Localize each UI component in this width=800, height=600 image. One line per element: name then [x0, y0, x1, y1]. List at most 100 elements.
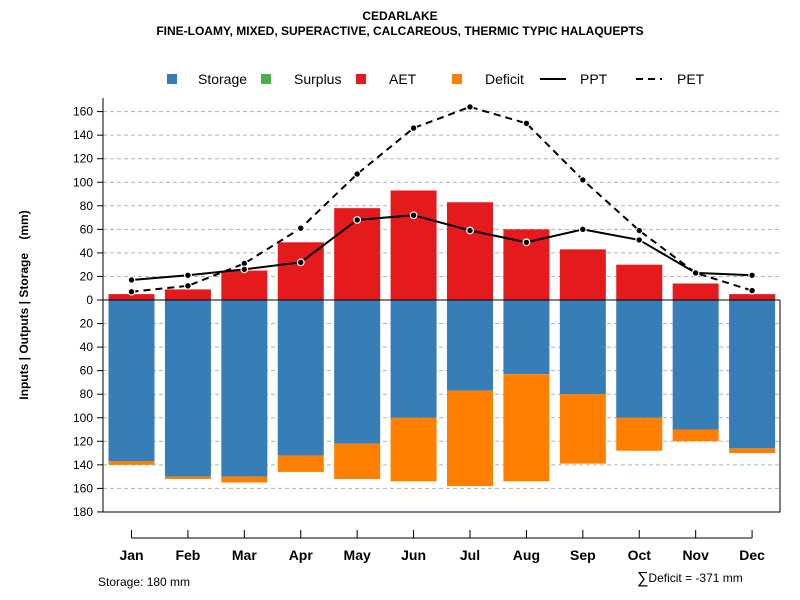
- storage-capacity-note: Storage: 180 mm: [98, 575, 191, 589]
- deficit-bar: [672, 429, 719, 442]
- aet-bar: [447, 202, 493, 300]
- aet-bar: [559, 249, 606, 300]
- x-tick-label: Oct: [628, 547, 652, 563]
- legend-swatch: [167, 74, 177, 84]
- x-tick-label: Mar: [232, 547, 257, 563]
- x-tick-label: Jul: [460, 547, 480, 563]
- storage-bar: [334, 300, 381, 444]
- pet-point: [748, 286, 756, 295]
- y-tick-label: 0: [86, 293, 93, 307]
- ppt-point: [127, 276, 136, 284]
- deficit-total-text: Deficit = -371 mm: [648, 571, 743, 585]
- y-tick-label: 180: [73, 505, 93, 519]
- pet-point: [578, 175, 587, 184]
- ppt-point: [748, 271, 756, 280]
- aet-bar: [221, 270, 268, 300]
- y-tick-label: 120: [73, 152, 93, 166]
- legend-label: AET: [389, 71, 417, 87]
- deficit-bar: [503, 374, 550, 482]
- legend-label: Storage: [198, 71, 247, 87]
- legend-label: Deficit: [485, 71, 524, 87]
- storage-bar: [164, 300, 211, 477]
- series-lines: [127, 102, 756, 296]
- y-tick-label: 160: [73, 105, 93, 119]
- grid-lines: [103, 111, 780, 489]
- x-tick-label: Jan: [119, 547, 143, 563]
- ppt-point: [635, 236, 644, 244]
- y-tick-label: 140: [73, 458, 93, 472]
- legend-label: PPT: [580, 71, 608, 87]
- storage-bar: [221, 300, 268, 477]
- aet-bar: [729, 294, 776, 300]
- pet-point: [409, 124, 418, 132]
- storage-bar: [559, 300, 606, 395]
- ppt-point: [296, 258, 305, 267]
- x-tick-label: Sep: [570, 547, 596, 563]
- x-tick-label: Dec: [739, 547, 765, 563]
- deficit-bar: [559, 394, 606, 464]
- legend-label: PET: [677, 71, 705, 87]
- pet-point: [184, 281, 192, 290]
- deficit-bar: [729, 448, 776, 454]
- x-tick-label: May: [344, 547, 371, 563]
- aet-bar: [672, 283, 719, 300]
- sum-symbol: ∑: [637, 570, 649, 587]
- pet-point: [296, 224, 305, 233]
- storage-bar: [277, 300, 324, 456]
- y-tick-label: 140: [73, 128, 93, 142]
- deficit-bar: [447, 390, 493, 487]
- legend-swatch: [356, 74, 366, 84]
- ppt-point: [466, 226, 474, 235]
- deficit-bar: [164, 476, 211, 479]
- y-tick-label: 60: [80, 222, 94, 236]
- storage-bar: [616, 300, 663, 418]
- storage-bar: [503, 300, 550, 375]
- pet-line: [131, 105, 753, 293]
- ppt-point: [691, 269, 700, 277]
- y-tick-label: 60: [80, 364, 94, 378]
- y-tick-label: 40: [80, 246, 94, 260]
- pet-point: [466, 102, 474, 111]
- y-tick-label: 100: [73, 411, 93, 425]
- y-tick-label: 20: [80, 317, 94, 331]
- deficit-bar: [277, 455, 324, 472]
- storage-bar: [672, 300, 719, 430]
- pet-point: [353, 170, 362, 178]
- storage-bar: [447, 300, 493, 391]
- pet-point: [127, 287, 136, 296]
- deficit-bar: [334, 443, 381, 479]
- legend-label: Surplus: [294, 71, 341, 87]
- deficit-bar: [108, 461, 155, 465]
- ppt-point: [353, 216, 362, 224]
- storage-bar: [390, 300, 437, 418]
- pet-point: [635, 226, 644, 235]
- x-tick-label: Feb: [175, 547, 200, 563]
- y-tick-label: 20: [80, 269, 94, 283]
- ppt-point: [578, 225, 587, 234]
- y-tick-label: 160: [73, 481, 93, 495]
- y-tick-label: 80: [80, 387, 94, 401]
- y-tick-label: 80: [80, 199, 94, 213]
- storage-bar: [729, 300, 776, 449]
- y-tick-label: 40: [80, 340, 94, 354]
- aet-bar: [108, 294, 155, 300]
- y-axis-label: Inputs | Outputs | Storage (mm): [17, 210, 31, 399]
- x-tick-label: Apr: [289, 547, 314, 563]
- plot-frame: [103, 300, 781, 513]
- pet-point: [522, 119, 531, 128]
- deficit-bar: [390, 417, 437, 482]
- chart-subtitle: FINE-LOAMY, MIXED, SUPERACTIVE, CALCAREO…: [156, 24, 644, 38]
- legend: Storage Surplus AET Deficit PPT PET: [167, 71, 705, 87]
- deficit-total-note: ∑Deficit = -371 mm: [637, 570, 743, 588]
- aet-bar: [164, 289, 211, 300]
- x-tick-label: Nov: [682, 547, 709, 563]
- y-tick-label: 120: [73, 434, 93, 448]
- legend-swatch: [452, 74, 462, 84]
- storage-bar: [108, 300, 155, 462]
- ppt-point: [184, 271, 192, 280]
- ppt-line: [131, 214, 753, 281]
- ppt-point: [522, 238, 531, 247]
- deficit-bar: [221, 476, 268, 483]
- deficit-bar: [616, 417, 663, 451]
